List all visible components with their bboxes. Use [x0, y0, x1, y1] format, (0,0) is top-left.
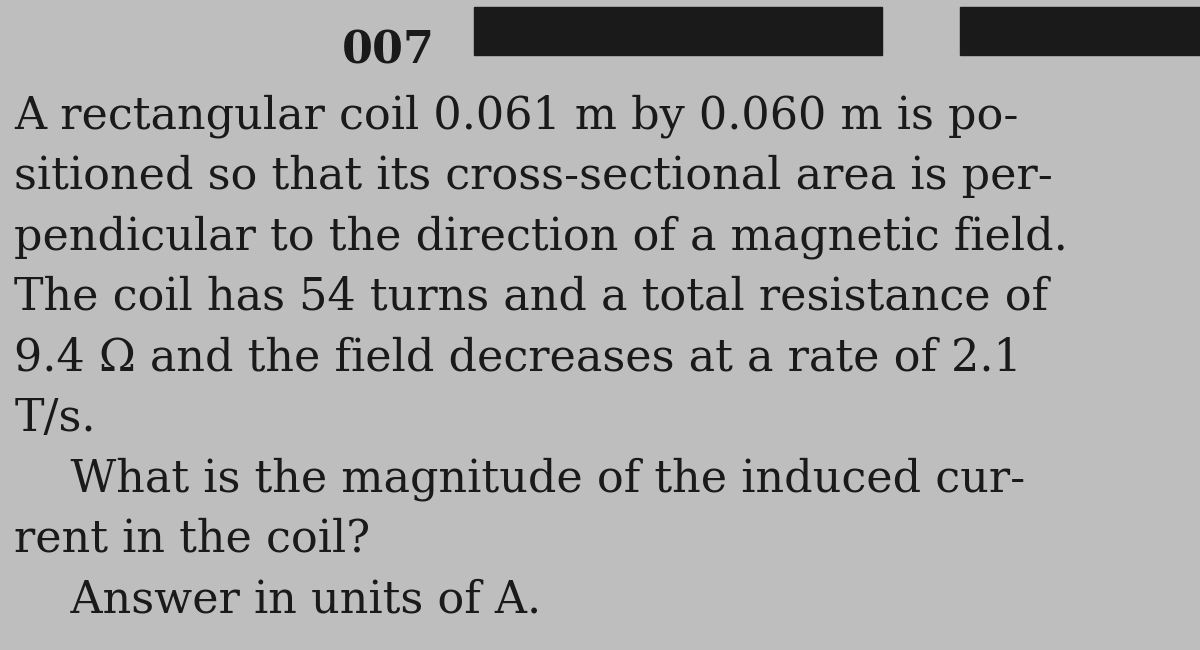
Text: pendicular to the direction of a magnetic field.: pendicular to the direction of a magneti…: [14, 215, 1068, 259]
Bar: [960, 6, 1200, 55]
Text: 007: 007: [342, 29, 434, 72]
Text: 9.4 Ω and the field decreases at a rate of 2.1: 9.4 Ω and the field decreases at a rate …: [14, 336, 1022, 379]
Text: T/s.: T/s.: [14, 396, 96, 439]
Bar: [474, 6, 882, 55]
Text: sitioned so that its cross-sectional area is per-: sitioned so that its cross-sectional are…: [14, 155, 1054, 198]
Text: What is the magnitude of the induced cur-: What is the magnitude of the induced cur…: [14, 457, 1026, 500]
Text: The coil has 54 turns and a total resistance of: The coil has 54 turns and a total resist…: [14, 276, 1049, 318]
Text: rent in the coil?: rent in the coil?: [14, 517, 371, 560]
Text: Answer in units of A.: Answer in units of A.: [14, 578, 541, 621]
Text: A rectangular coil 0.061 m by 0.060 m is po-: A rectangular coil 0.061 m by 0.060 m is…: [14, 94, 1019, 138]
